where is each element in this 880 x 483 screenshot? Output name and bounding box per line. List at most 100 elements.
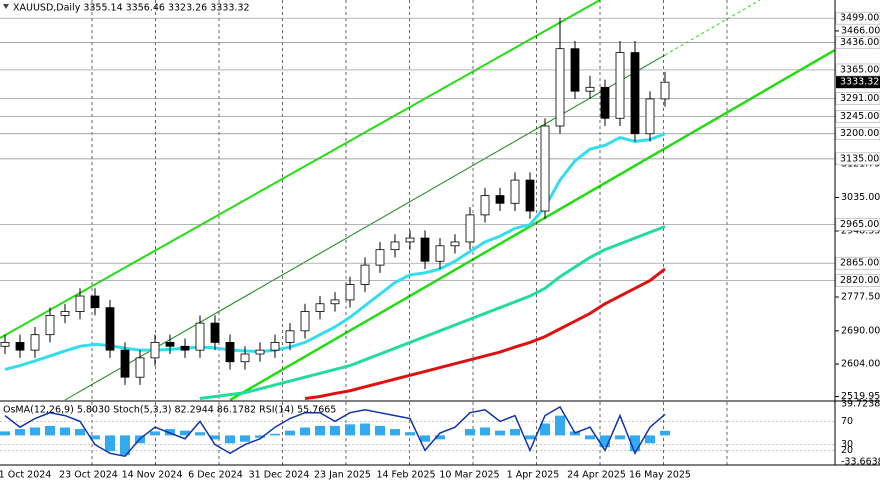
candle-body xyxy=(0,342,10,347)
moving-average xyxy=(304,267,666,400)
candle-body xyxy=(75,295,85,312)
y-tick-label: 2604.00 xyxy=(841,359,880,370)
candle-body xyxy=(465,214,475,243)
candle-body xyxy=(600,86,610,119)
channel xyxy=(0,0,836,402)
candle-body xyxy=(60,311,70,316)
osma-bar xyxy=(300,427,310,436)
candle-body xyxy=(315,303,325,312)
level-box xyxy=(835,36,880,49)
level-box xyxy=(835,110,880,123)
channel-upper xyxy=(0,0,601,339)
level-label: 3135.00 xyxy=(840,153,879,164)
candle-body xyxy=(405,237,415,243)
moving-average xyxy=(4,132,666,371)
candle-body xyxy=(150,342,160,359)
y-tick-label: 2948.35 xyxy=(841,225,880,236)
level-label: 3291.00 xyxy=(840,93,879,104)
x-tick-label: 24 Apr 2025 xyxy=(567,470,626,481)
candle-body xyxy=(285,330,295,343)
osma-bar xyxy=(210,435,220,440)
x-tick-label: 14 Feb 2025 xyxy=(376,470,435,481)
candle-body xyxy=(525,179,535,212)
x-tick-label: 23 Oct 2024 xyxy=(59,470,118,481)
stoch-level-label: 20 xyxy=(841,445,853,456)
candle-body xyxy=(135,357,145,378)
candle-body xyxy=(330,299,340,305)
y-tick-label: 2519.95 xyxy=(841,391,880,402)
level-box xyxy=(835,127,880,140)
level-label: 2965.00 xyxy=(840,219,879,230)
osma-bar xyxy=(510,429,520,436)
level-label: 2865.00 xyxy=(840,258,879,269)
candle-body xyxy=(15,342,25,351)
osma-bar xyxy=(120,435,130,456)
stoch-level-label: 70 xyxy=(841,416,853,427)
osma-bar xyxy=(240,435,250,442)
osma-bar xyxy=(555,415,565,436)
x-tick-label: 1 Apr 2025 xyxy=(507,470,560,481)
osma-bar xyxy=(540,423,550,436)
osma-bar xyxy=(60,427,70,436)
candle-body xyxy=(45,314,55,336)
channel-mid xyxy=(64,54,666,401)
last-price-box xyxy=(836,76,880,89)
candle-body xyxy=(660,81,670,100)
osma-bar xyxy=(615,435,625,440)
x-tick-label: 16 May 2025 xyxy=(629,470,691,481)
osma-bar xyxy=(630,435,640,452)
osma-bar xyxy=(375,425,385,436)
osma-bar xyxy=(195,432,205,436)
candle-body xyxy=(255,349,265,355)
osma-bar xyxy=(15,429,25,436)
candle-body xyxy=(195,322,205,351)
stoch-line xyxy=(4,405,666,458)
osma-bar xyxy=(30,427,40,436)
channel-mid-ext xyxy=(664,0,761,56)
last-price-label: 3333.32 xyxy=(840,77,879,88)
osma-bar xyxy=(90,435,100,440)
osma-bar xyxy=(75,429,85,436)
y-tick-label: 2690.00 xyxy=(841,325,880,336)
osma-bar xyxy=(465,429,475,436)
osma-bar xyxy=(420,435,430,442)
level-box xyxy=(835,92,880,105)
indicator-tick-label: -33.6638 xyxy=(841,457,880,468)
osma-bar xyxy=(480,427,490,436)
osma-bar xyxy=(150,431,160,436)
candle-body xyxy=(300,311,310,332)
candle-body xyxy=(645,98,655,135)
level-label: 3436.00 xyxy=(840,37,879,48)
indicator-title: OsMA(12,26,9) 5.8030 Stoch(5,3,3) 82.294… xyxy=(3,405,336,416)
candle-body xyxy=(30,334,40,351)
level-box xyxy=(835,256,880,270)
osma-bar xyxy=(645,435,655,444)
osma-bar xyxy=(345,424,355,436)
x-tick-label: 14 Nov 2024 xyxy=(122,470,183,481)
candle-body xyxy=(390,241,400,251)
candle-body xyxy=(90,295,100,309)
candle-body xyxy=(555,48,565,127)
osma-bar xyxy=(390,429,400,436)
x-tick-label: 1 Oct 2024 xyxy=(0,470,51,481)
candle-body xyxy=(540,125,550,212)
osma-bar xyxy=(225,435,235,444)
candle-body xyxy=(240,353,250,363)
level-box xyxy=(835,152,880,166)
level-label: 3499.00 xyxy=(840,13,879,24)
osma-bar xyxy=(435,435,445,440)
title-icon xyxy=(3,4,9,9)
candle-body xyxy=(630,52,640,135)
level-label: 2820.00 xyxy=(840,275,879,286)
x-tick-label: 10 Mar 2025 xyxy=(439,470,499,481)
osma-bar xyxy=(180,430,190,436)
candle-body xyxy=(345,284,355,301)
candle-body xyxy=(165,342,175,347)
indicator-tick-label: 39.7238 xyxy=(841,399,880,410)
y-tick-label: 3466.00 xyxy=(841,25,880,36)
level-box xyxy=(835,274,880,287)
x-tick-label: 23 Jan 2025 xyxy=(314,470,371,481)
osma-bar xyxy=(45,425,55,436)
candle-body xyxy=(420,237,430,262)
